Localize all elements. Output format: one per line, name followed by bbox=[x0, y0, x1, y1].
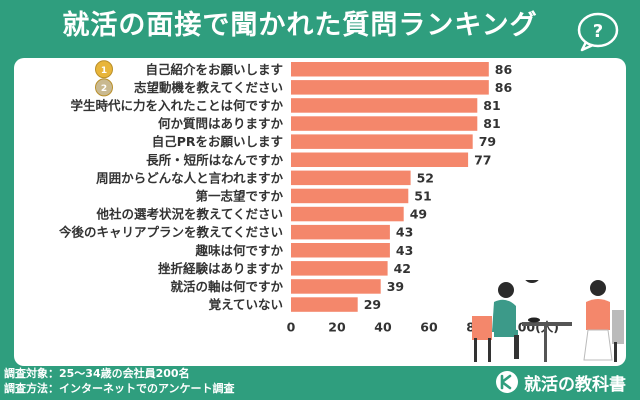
category-label: 周囲からどんな人と言われますか bbox=[96, 170, 283, 185]
value-label: 43 bbox=[396, 243, 413, 258]
value-label: 39 bbox=[387, 279, 404, 294]
page-title: 就活の面接で聞かれた質問ランキング bbox=[62, 10, 538, 41]
medal-rank-label: 2 bbox=[101, 84, 107, 94]
interview-illustration: ? bbox=[472, 280, 624, 362]
value-label: 81 bbox=[483, 98, 500, 113]
svg-text:?: ? bbox=[528, 280, 536, 283]
brand-logo-icon bbox=[496, 371, 518, 393]
value-label: 52 bbox=[417, 170, 434, 185]
bar bbox=[291, 98, 478, 113]
bar bbox=[291, 297, 358, 312]
value-label: 86 bbox=[495, 80, 513, 95]
bar bbox=[291, 279, 381, 294]
x-tick-label: 40 bbox=[374, 319, 392, 334]
value-label: 77 bbox=[474, 152, 491, 167]
category-label: 学生時代に力を入れたことは何ですか bbox=[70, 98, 283, 113]
bar bbox=[291, 224, 390, 240]
value-label: 49 bbox=[410, 207, 427, 222]
survey-method-note: 調査方法：インターネットでのアンケート調査 bbox=[4, 382, 235, 395]
gold-medal-icon bbox=[95, 60, 113, 79]
value-label: 51 bbox=[414, 188, 431, 203]
x-tick-label: 0 bbox=[287, 319, 296, 334]
medal-rank-label: 1 bbox=[101, 66, 107, 76]
silver-medal-icon bbox=[95, 78, 113, 97]
svg-text:?: ? bbox=[593, 21, 603, 42]
category-label: 志望動機を教えてください bbox=[134, 80, 283, 95]
bar bbox=[291, 116, 478, 131]
x-tick-label: 60 bbox=[420, 319, 438, 334]
chart-panel: 自己紹介をお願いします 86 志望動機を教えてください 86 学生時代に力を入れたことは… bbox=[14, 58, 626, 366]
bar bbox=[291, 206, 404, 222]
x-tick-label: 20 bbox=[328, 319, 346, 334]
bar bbox=[291, 80, 489, 95]
bar bbox=[291, 243, 390, 258]
value-label: 81 bbox=[483, 116, 500, 131]
survey-footnote: 調査対象：25〜34歳の会社員200名 調査方法：インターネットでのアンケート調… bbox=[4, 366, 235, 396]
brand-logo: 就活の教科書 bbox=[496, 368, 626, 396]
category-label: 何か質問はありますか bbox=[158, 116, 284, 131]
value-label: 29 bbox=[364, 297, 381, 312]
value-label: 42 bbox=[394, 261, 411, 276]
bar bbox=[291, 170, 411, 186]
brand-name: 就活の教科書 bbox=[524, 374, 626, 395]
bar bbox=[291, 134, 473, 149]
question-bubble-icon: ? bbox=[577, 12, 619, 52]
category-label: 就活の軸は何ですか bbox=[170, 279, 283, 294]
category-label: 他社の選考状況を教えてください bbox=[95, 207, 283, 222]
category-label: 覚えていない bbox=[209, 297, 283, 312]
value-label: 86 bbox=[495, 62, 513, 77]
category-label: 長所・短所はなんですか bbox=[146, 152, 283, 167]
survey-target-note: 調査対象：25〜34歳の会社員200名 bbox=[4, 367, 190, 380]
category-label: 今後のキャリアプランを教えてください bbox=[58, 225, 283, 240]
bar bbox=[291, 188, 409, 204]
bar bbox=[291, 261, 388, 276]
category-label: 自己PRをお願いします bbox=[152, 134, 283, 149]
category-label: 第一志望ですか bbox=[195, 188, 283, 203]
category-label: 挫折経験はありますか bbox=[158, 261, 284, 276]
category-label: 自己紹介をお願いします bbox=[145, 62, 283, 77]
ranking-bar-chart: 自己紹介をお願いします 86 志望動機を教えてください 86 学生時代に力を入れたことは… bbox=[58, 60, 559, 334]
value-label: 43 bbox=[396, 225, 413, 240]
value-label: 79 bbox=[479, 134, 496, 149]
category-label: 趣味は何ですか bbox=[194, 243, 283, 258]
bar bbox=[291, 152, 469, 167]
bar bbox=[291, 62, 489, 77]
